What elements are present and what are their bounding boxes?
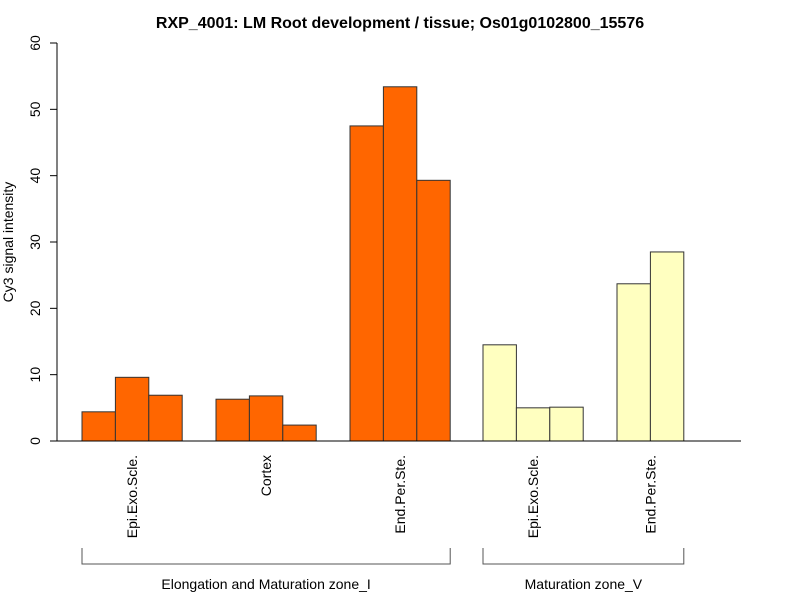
y-tick-label: 30	[27, 234, 43, 250]
zone-bracket	[483, 548, 684, 564]
y-tick-label: 0	[27, 437, 43, 445]
y-axis: 0 10 20 30 40 50 60	[27, 35, 57, 445]
zone-label: Maturation zone_V	[525, 576, 643, 592]
bar	[650, 252, 683, 441]
bar	[550, 407, 583, 441]
bar	[216, 399, 249, 441]
y-tick-label: 40	[27, 168, 43, 184]
x-tick-label: Epi.Exo.Scle.	[525, 455, 541, 538]
bar	[483, 345, 516, 441]
zone-label: Elongation and Maturation zone_I	[161, 576, 370, 592]
x-tick-label: Cortex	[258, 455, 274, 496]
chart-title: RXP_4001: LM Root development / tissue; …	[156, 15, 644, 32]
x-tick-label: End.Per.Ste.	[642, 455, 658, 534]
bar	[417, 180, 450, 441]
y-tick-label: 60	[27, 35, 43, 51]
bar	[617, 284, 650, 441]
y-axis-label: Cy3 signal intensity	[0, 182, 16, 303]
x-tick-labels: Epi.Exo.Scle. Cortex End.Per.Ste. Epi.Exo.S…	[124, 455, 658, 538]
bar	[82, 412, 115, 441]
bars	[82, 87, 684, 441]
y-tick-label: 10	[27, 367, 43, 383]
y-tick-label: 50	[27, 101, 43, 117]
bar	[516, 408, 549, 441]
zone-brackets: Elongation and Maturation zone_I Maturati…	[82, 548, 684, 592]
bar	[249, 396, 282, 441]
x-tick-label: End.Per.Ste.	[392, 455, 408, 534]
zone-bracket	[82, 548, 450, 564]
bar	[149, 395, 182, 441]
y-tick-label: 20	[27, 300, 43, 316]
x-tick-label: Epi.Exo.Scle.	[124, 455, 140, 538]
bar	[350, 126, 383, 441]
bar	[115, 377, 148, 441]
bar	[283, 425, 316, 441]
bar	[383, 87, 416, 441]
